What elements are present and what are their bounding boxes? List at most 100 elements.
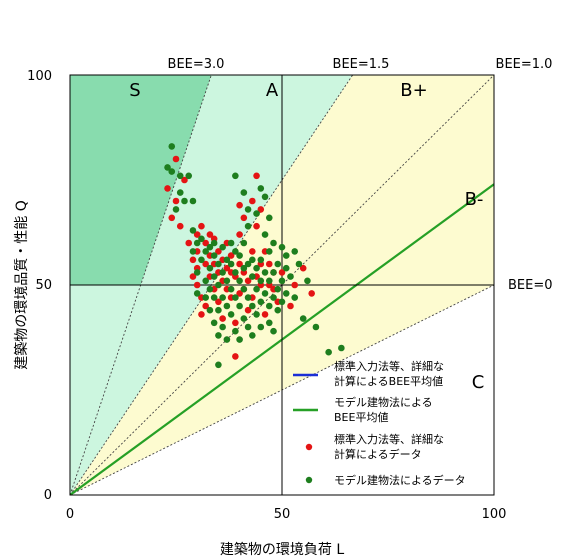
standard-point-60 — [278, 269, 286, 276]
model-point-80 — [265, 248, 273, 255]
model-point-42 — [227, 260, 235, 268]
standard-point-40 — [236, 260, 243, 268]
standard-point-29 — [219, 315, 226, 322]
bee-label-3: BEE=0 — [508, 278, 553, 293]
model-point-85 — [274, 285, 282, 293]
legend-model-avg-label-1: モデル建物法による — [334, 395, 433, 409]
model-point-0 — [164, 164, 171, 171]
standard-point-67 — [240, 214, 248, 222]
model-point-44 — [227, 311, 235, 318]
model-point-68 — [253, 210, 260, 217]
standard-point-19 — [206, 231, 214, 238]
standard-point-68 — [236, 201, 243, 209]
model-point-19 — [206, 264, 214, 272]
model-point-87 — [274, 260, 282, 268]
region-label-a: A — [266, 80, 279, 101]
model-point-90 — [282, 290, 290, 297]
model-point-4 — [176, 189, 184, 196]
model-point-22 — [206, 306, 214, 314]
model-point-100 — [232, 172, 239, 180]
x-tick-0: 0 — [66, 507, 74, 522]
model-point-59 — [244, 323, 252, 331]
model-point-99 — [338, 344, 345, 352]
model-point-49 — [236, 277, 243, 285]
standard-point-63 — [308, 290, 315, 297]
model-point-47 — [232, 248, 239, 255]
standard-point-31 — [223, 264, 231, 272]
region-a-lower — [70, 285, 141, 495]
standard-point-8 — [189, 273, 197, 280]
model-point-40 — [223, 336, 231, 343]
model-point-103 — [265, 214, 273, 222]
midlines — [70, 75, 494, 495]
standard-point-47 — [249, 248, 256, 255]
model-point-107 — [291, 248, 299, 255]
legend-standard-avg-label-1: 標準入力法等、詳細な — [334, 359, 444, 373]
standard-point-2 — [172, 155, 180, 163]
model-point-69 — [257, 277, 265, 285]
legend-standard-data-label-1: 標準入力法等、詳細な — [334, 432, 444, 446]
y-tick-50: 50 — [35, 278, 52, 293]
model-point-75 — [261, 269, 269, 276]
standard-point-0 — [164, 185, 171, 192]
standard-point-45 — [244, 277, 252, 285]
model-point-17 — [202, 248, 209, 255]
plot-frame — [69, 74, 495, 496]
model-point-60 — [244, 222, 252, 230]
model-point-52 — [236, 336, 243, 343]
model-point-9 — [189, 248, 197, 255]
x-tick-100: 100 — [482, 507, 507, 522]
region-s — [70, 75, 212, 285]
model-point-91 — [282, 264, 290, 272]
y-tick-100: 100 — [27, 69, 52, 84]
standard-point-46 — [244, 306, 252, 314]
model-point-39 — [223, 302, 231, 310]
model-point-86 — [274, 306, 282, 314]
legend-model-data-marker — [305, 476, 313, 484]
model-point-63 — [249, 256, 256, 264]
model-point-93 — [291, 294, 299, 301]
bee-line-labels: BEE=3.0 BEE=1.5 BEE=1.0 BEE=0 — [168, 57, 553, 293]
model-point-53 — [240, 285, 248, 293]
model-point-21 — [206, 243, 214, 251]
model-point-97 — [312, 323, 320, 331]
model-point-84 — [270, 327, 277, 335]
model-point-67 — [253, 311, 260, 318]
model-point-94 — [295, 260, 303, 268]
model-point-70 — [257, 298, 265, 306]
model-point-37 — [223, 277, 231, 285]
model-point-72 — [257, 323, 265, 331]
model-point-5 — [176, 172, 184, 180]
standard-point-61 — [291, 281, 299, 289]
model-point-36 — [219, 323, 226, 331]
model-point-74 — [261, 290, 269, 297]
region-label-c: C — [472, 372, 485, 393]
region-label-s: S — [129, 80, 140, 101]
model-point-48 — [232, 327, 239, 335]
bee-label-0: BEE=3.0 — [168, 57, 225, 72]
model-point-29 — [215, 281, 222, 289]
model-point-1 — [168, 143, 176, 150]
model-point-76 — [261, 231, 269, 238]
model-point-24 — [210, 273, 218, 280]
standard-point-69 — [257, 206, 265, 213]
standard-point-12 — [193, 281, 201, 289]
model-point-15 — [198, 235, 205, 243]
model-point-28 — [215, 260, 222, 268]
model-point-104 — [270, 239, 277, 247]
data-points — [164, 143, 345, 369]
standard-point-25 — [215, 248, 222, 255]
bee-label-1: BEE=1.5 — [333, 57, 390, 72]
standard-point-5 — [181, 176, 188, 184]
legend: 標準入力法等、詳細な 計算によるBEE平均値 モデル建物法による BEE平均値 … — [293, 359, 466, 487]
standard-point-35 — [227, 252, 235, 259]
model-point-26 — [210, 319, 218, 327]
model-point-41 — [227, 285, 235, 293]
standard-point-50 — [253, 222, 260, 230]
model-point-18 — [202, 294, 209, 301]
standard-point-1 — [168, 214, 176, 222]
model-point-10 — [189, 197, 197, 205]
standard-point-66 — [249, 197, 256, 205]
model-point-32 — [215, 361, 222, 369]
legend-standard-avg-label-2: 計算によるBEE平均値 — [334, 374, 443, 388]
